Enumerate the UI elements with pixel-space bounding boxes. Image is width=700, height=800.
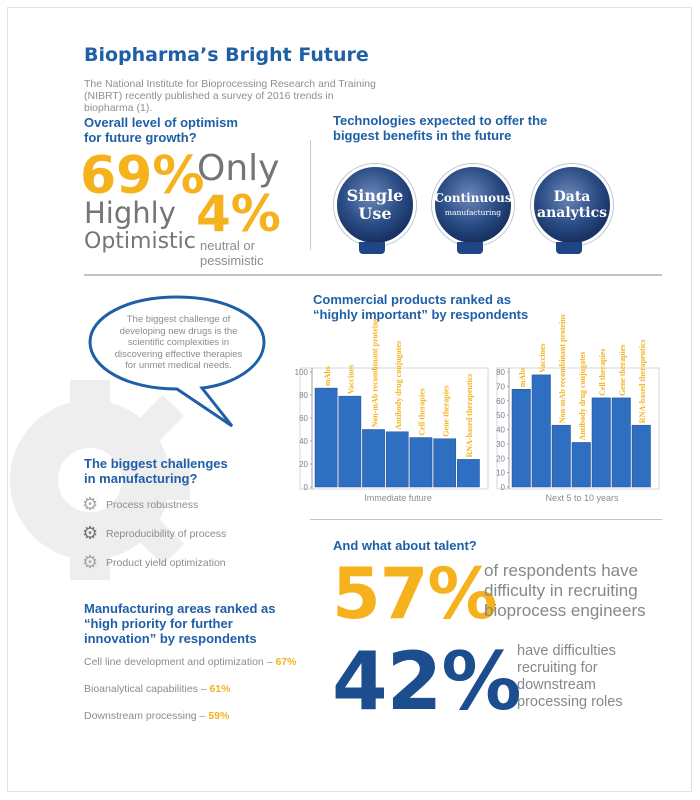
manufacturing-area-percent: 67%	[275, 656, 297, 668]
optimistic-percent: 69%	[80, 146, 205, 206]
challenge-item: ⚙ Product yield optimization	[82, 552, 226, 573]
challenges-heading-line1: The biggest challenges	[84, 456, 228, 471]
talent-percent-57: 57%	[332, 553, 498, 635]
manufacturing-area-label: Bioanalytical capabilities –	[84, 683, 210, 695]
gear-icon: ⚙	[82, 494, 99, 514]
optimistic-label-line2: Optimistic	[84, 229, 196, 254]
challenges-heading-line2: in manufacturing?	[84, 471, 198, 486]
talent-text-1-line1: of respondents have	[484, 561, 639, 580]
talent-divider	[310, 519, 662, 520]
gear-background-icon	[10, 380, 190, 580]
technologies-heading-line2: biggest benefits in the future	[333, 128, 512, 143]
challenges-heading: The biggest challenges in manufacturing?	[84, 456, 228, 486]
single-use-line2: Use	[358, 204, 392, 223]
single-use-base	[359, 242, 385, 254]
talent-percent-42: 42%	[332, 635, 521, 728]
manufacturing-area-label: Cell line development and optimization –	[84, 656, 276, 668]
manufacturing-area-percent: 59%	[208, 710, 230, 722]
quote-text: The biggest challenge of developing new …	[114, 314, 243, 371]
data-analytics-line2: analytics	[537, 205, 607, 221]
technologies-heading-line1: Technologies expected to offer the	[333, 113, 548, 128]
section-divider-horizontal	[84, 274, 662, 276]
page-frame	[7, 7, 692, 792]
optimism-heading: Overall level of optimism for future gro…	[84, 115, 238, 145]
continuous-manufacturing-sphere: Continuous manufacturing	[432, 164, 514, 246]
talent-text-2-line3: downstream	[517, 677, 596, 693]
products-heading: Commercial products ranked as “highly im…	[313, 292, 528, 322]
neutral-percent: 4%	[196, 185, 281, 243]
talent-text-1-line3: bioprocess engineers	[484, 601, 646, 620]
manufacturing-heading-line1: Manufacturing areas ranked as	[84, 601, 276, 616]
gear-icon: ⚙	[82, 552, 99, 572]
talent-text-1-line2: difficulty in recruiting	[484, 581, 638, 600]
neutral-label-line1: neutral or	[200, 238, 255, 253]
challenge-item: ⚙ Process robustness	[82, 494, 198, 515]
continuous-line1: Continuous	[434, 190, 512, 205]
section-divider-vertical	[310, 140, 311, 250]
speech-bubble-icon	[88, 295, 266, 428]
talent-text-2-line2: recruiting for	[517, 660, 598, 676]
manufacturing-area-label: Downstream processing –	[84, 710, 209, 722]
manufacturing-area-item: Cell line development and optimization –…	[84, 656, 296, 668]
products-heading-line2: “highly important” by respondents	[313, 307, 529, 322]
challenge-label: Reproducibility of process	[106, 527, 227, 540]
talent-text-1: of respondents have difficulty in recrui…	[484, 561, 646, 621]
products-heading-line1: Commercial products ranked as	[313, 292, 511, 307]
page-title: Biopharma’s Bright Future	[84, 44, 369, 66]
single-use-sphere: Single Use	[334, 164, 416, 246]
manufacturing-area-item: Bioanalytical capabilities – 61%	[84, 683, 231, 695]
neutral-label: neutral or pessimistic	[200, 238, 264, 268]
manufacturing-area-item: Downstream processing – 59%	[84, 710, 229, 722]
data-analytics-sphere: Data analytics	[531, 164, 613, 246]
challenge-item: ⚙ Reproducibility of process	[82, 523, 226, 544]
intro-text: The National Institute for Bioprocessing…	[84, 78, 376, 114]
manufacturing-heading-line3: innovation” by respondents	[84, 631, 257, 646]
optimism-heading-line2: for future growth?	[84, 130, 197, 145]
optimistic-label-line1: Highly	[84, 196, 176, 230]
talent-text-2: have difficulties recruiting for downstr…	[517, 643, 623, 711]
talent-heading: And what about talent?	[333, 538, 477, 553]
manufacturing-areas-heading: Manufacturing areas ranked as “high prio…	[84, 601, 275, 646]
continuous-line2: manufacturing	[444, 207, 502, 217]
data-analytics-line1: Data	[553, 189, 591, 205]
technologies-heading: Technologies expected to offer the bigge…	[333, 113, 547, 143]
optimism-heading-line1: Overall level of optimism	[84, 115, 238, 130]
challenge-label: Product yield optimization	[106, 556, 226, 569]
talent-text-2-line1: have difficulties	[517, 643, 616, 659]
only-label: Only	[197, 148, 280, 189]
continuous-manufacturing-base	[457, 242, 483, 254]
challenge-label: Process robustness	[106, 498, 199, 511]
manufacturing-area-percent: 61%	[209, 683, 231, 695]
talent-text-2-line4: processing roles	[517, 694, 623, 710]
single-use-line1: Single	[346, 186, 404, 205]
manufacturing-heading-line2: “high priority for further	[84, 616, 233, 631]
gear-icon: ⚙	[82, 523, 99, 543]
neutral-label-line2: pessimistic	[200, 253, 264, 268]
data-analytics-base	[556, 242, 582, 254]
